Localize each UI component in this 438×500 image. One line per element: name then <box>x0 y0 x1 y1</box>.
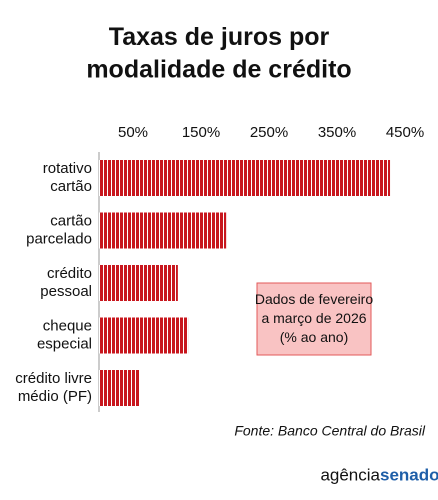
logo: agência senado <box>320 465 438 484</box>
bar <box>99 265 178 301</box>
y-tick-label: crédito pessoal <box>40 265 92 300</box>
logo-part: agência <box>320 465 380 484</box>
x-tick-label: 250% <box>250 124 288 141</box>
logo-part: senado <box>380 465 438 484</box>
y-tick-label: cartão parcelado <box>26 212 92 247</box>
y-tick-label: cheque especial <box>37 317 92 352</box>
bar <box>99 370 140 406</box>
x-tick-label: 350% <box>318 124 356 141</box>
annotation: Dados de fevereiro a março de 2026 (% ao a… <box>255 291 374 345</box>
bar <box>99 160 391 196</box>
x-tick-label: 50% <box>118 124 148 141</box>
x-tick-label: 150% <box>182 124 220 141</box>
y-tick-label: crédito livre médio (PF) <box>15 370 92 405</box>
y-tick-label: rotativo cartão <box>43 160 92 195</box>
x-tick-label: 450% <box>386 124 424 141</box>
annotation-box <box>256 282 372 356</box>
source: Fonte: Banco Central do Brasil <box>234 423 426 439</box>
bar <box>99 212 227 249</box>
bar <box>99 317 189 354</box>
chart-title: Taxas de juros por modalidade de crédito <box>86 23 351 84</box>
